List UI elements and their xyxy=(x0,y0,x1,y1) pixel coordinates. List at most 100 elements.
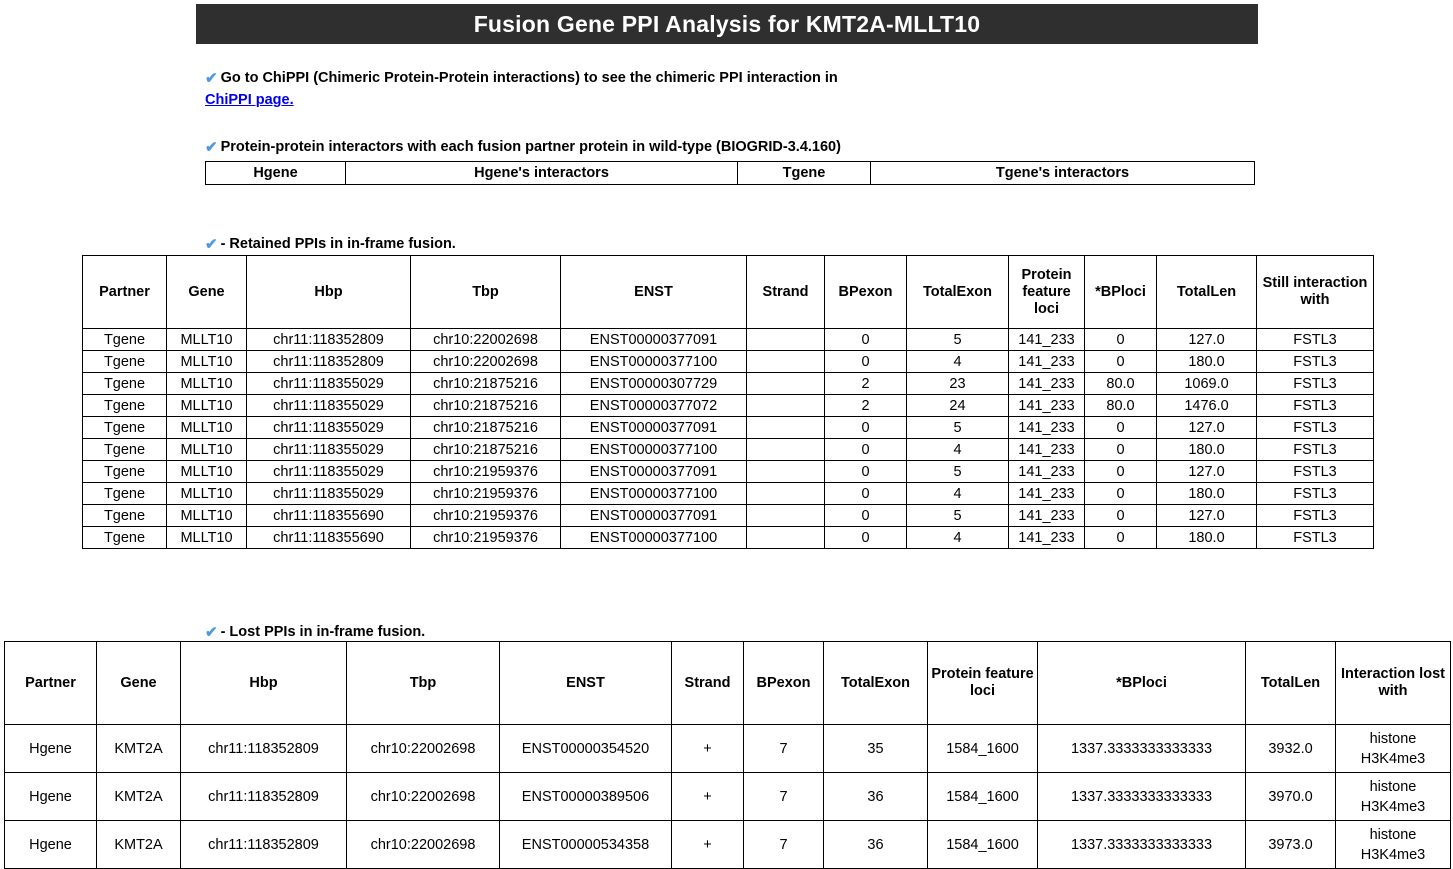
cell-bploci: 0 xyxy=(1084,460,1157,483)
cell-hbp: chr11:118355690 xyxy=(246,504,411,527)
table-row: Hgene KMT2A chr11:118352809 chr10:22002698 E… xyxy=(4,772,1451,821)
cell-partner: Tgene xyxy=(82,372,167,395)
cell-gene: MLLT10 xyxy=(166,328,247,351)
cell-gene: MLLT10 xyxy=(166,460,247,483)
cell-enst: ENST00000534358 xyxy=(499,820,672,869)
table-row: Tgene MLLT10 chr11:118355029 chr10:21875216… xyxy=(82,394,1374,417)
cell-totalexon: 23 xyxy=(906,372,1009,395)
cell-strand xyxy=(746,372,825,395)
cell-strand xyxy=(746,394,825,417)
cell-gene: KMT2A xyxy=(96,772,181,821)
cell-totalexon: 5 xyxy=(906,460,1009,483)
column-header-hgene-interactors: Hgene's interactors xyxy=(345,161,738,185)
cell-enst: ENST00000377100 xyxy=(560,526,747,549)
cell-totalexon: 36 xyxy=(823,820,928,869)
cell-totallen: 3970.0 xyxy=(1245,772,1336,821)
cell-bpexon: 2 xyxy=(824,394,907,417)
cell-strand xyxy=(746,328,825,351)
table-header-row: Partner Gene Hbp Tbp ENST Strand BPexon … xyxy=(82,255,1374,329)
column-header-protein-feature-loci: Protein feature loci xyxy=(927,641,1038,725)
cell-tbp: chr10:22002698 xyxy=(346,724,500,773)
cell-hbp: chr11:118355029 xyxy=(246,394,411,417)
check-icon: ✔ xyxy=(205,236,218,253)
check-icon: ✔ xyxy=(205,139,218,156)
cell-partner: Tgene xyxy=(82,482,167,505)
cell-bploci: 1337.3333333333333 xyxy=(1037,724,1246,773)
column-header-interaction-lost-with: Interaction lost with xyxy=(1335,641,1451,725)
cell-bploci: 0 xyxy=(1084,526,1157,549)
check-icon: ✔ xyxy=(205,624,218,641)
cell-bpexon: 0 xyxy=(824,504,907,527)
cell-protein-feature-loci: 141_233 xyxy=(1008,482,1085,505)
cell-hbp: chr11:118355690 xyxy=(246,526,411,549)
cell-bploci: 0 xyxy=(1084,416,1157,439)
retained-ppis-table: Partner Gene Hbp Tbp ENST Strand BPexon … xyxy=(82,255,1374,549)
cell-protein-feature-loci: 141_233 xyxy=(1008,350,1085,373)
cell-interaction: FSTL3 xyxy=(1256,526,1374,549)
cell-gene: MLLT10 xyxy=(166,416,247,439)
cell-tbp: chr10:22002698 xyxy=(410,328,561,351)
cell-bploci: 0 xyxy=(1084,504,1157,527)
cell-bpexon: 0 xyxy=(824,460,907,483)
cell-enst: ENST00000377091 xyxy=(560,328,747,351)
column-header-bpexon: BPexon xyxy=(824,255,907,329)
cell-interaction: FSTL3 xyxy=(1256,416,1374,439)
cell-totallen: 180.0 xyxy=(1156,438,1257,461)
column-header-still-interaction-with: Still interaction with xyxy=(1256,255,1374,329)
retained-caption: ✔ - Retained PPIs in in-frame fusion. xyxy=(205,233,456,255)
cell-strand: + xyxy=(671,820,744,869)
cell-tbp: chr10:22002698 xyxy=(346,772,500,821)
cell-totallen: 3932.0 xyxy=(1245,724,1336,773)
cell-tbp: chr10:22002698 xyxy=(346,820,500,869)
cell-partner: Tgene xyxy=(82,416,167,439)
cell-totalexon: 5 xyxy=(906,504,1009,527)
cell-totallen: 127.0 xyxy=(1156,504,1257,527)
table-row: Tgene MLLT10 chr11:118355029 chr10:21875216… xyxy=(82,416,1374,439)
cell-hbp: chr11:118352809 xyxy=(180,820,347,869)
cell-partner: Tgene xyxy=(82,504,167,527)
biogrid-interactors-table: Hgene Hgene's interactors Tgene Tgene's … xyxy=(205,161,1255,185)
cell-tbp: chr10:21959376 xyxy=(410,504,561,527)
cell-bploci: 0 xyxy=(1084,482,1157,505)
cell-totalexon: 4 xyxy=(906,482,1009,505)
cell-enst: ENST00000377100 xyxy=(560,350,747,373)
cell-partner: Tgene xyxy=(82,328,167,351)
column-header-gene: Gene xyxy=(166,255,247,329)
column-header-strand: Strand xyxy=(746,255,825,329)
cell-protein-feature-loci: 1584_1600 xyxy=(927,820,1038,869)
cell-strand xyxy=(746,460,825,483)
cell-enst: ENST00000377091 xyxy=(560,416,747,439)
cell-totalexon: 24 xyxy=(906,394,1009,417)
cell-bpexon: 0 xyxy=(824,350,907,373)
cell-totallen: 180.0 xyxy=(1156,482,1257,505)
cell-bpexon: 2 xyxy=(824,372,907,395)
cell-strand xyxy=(746,416,825,439)
cell-bploci: 0 xyxy=(1084,350,1157,373)
cell-gene: MLLT10 xyxy=(166,504,247,527)
column-header-enst: ENST xyxy=(499,641,672,725)
column-header-strand: Strand xyxy=(671,641,744,725)
table-row: Tgene MLLT10 chr11:118355029 chr10:21875216… xyxy=(82,438,1374,461)
cell-bpexon: 0 xyxy=(824,526,907,549)
table-row: Hgene KMT2A chr11:118352809 chr10:22002698 E… xyxy=(4,724,1451,773)
cell-totallen: 180.0 xyxy=(1156,526,1257,549)
cell-interaction: histone H3K4me3 xyxy=(1335,820,1451,869)
cell-protein-feature-loci: 1584_1600 xyxy=(927,724,1038,773)
cell-enst: ENST00000377100 xyxy=(560,438,747,461)
cell-interaction: FSTL3 xyxy=(1256,504,1374,527)
column-header-gene: Gene xyxy=(96,641,181,725)
cell-gene: MLLT10 xyxy=(166,438,247,461)
page-title: Fusion Gene PPI Analysis for KMT2A-MLLT1… xyxy=(473,10,981,37)
cell-enst: ENST00000377091 xyxy=(560,460,747,483)
cell-tbp: chr10:21959376 xyxy=(410,460,561,483)
cell-partner: Hgene xyxy=(4,772,97,821)
cell-bpexon: 7 xyxy=(743,724,824,773)
cell-totalexon: 5 xyxy=(906,328,1009,351)
table-row: Tgene MLLT10 chr11:118355029 chr10:21959376… xyxy=(82,460,1374,483)
cell-partner: Tgene xyxy=(82,526,167,549)
chippi-page-link[interactable]: ChiPPI page. xyxy=(205,92,294,108)
cell-totallen: 180.0 xyxy=(1156,350,1257,373)
cell-partner: Tgene xyxy=(82,438,167,461)
column-header-totalexon: TotalExon xyxy=(823,641,928,725)
cell-totalexon: 35 xyxy=(823,724,928,773)
